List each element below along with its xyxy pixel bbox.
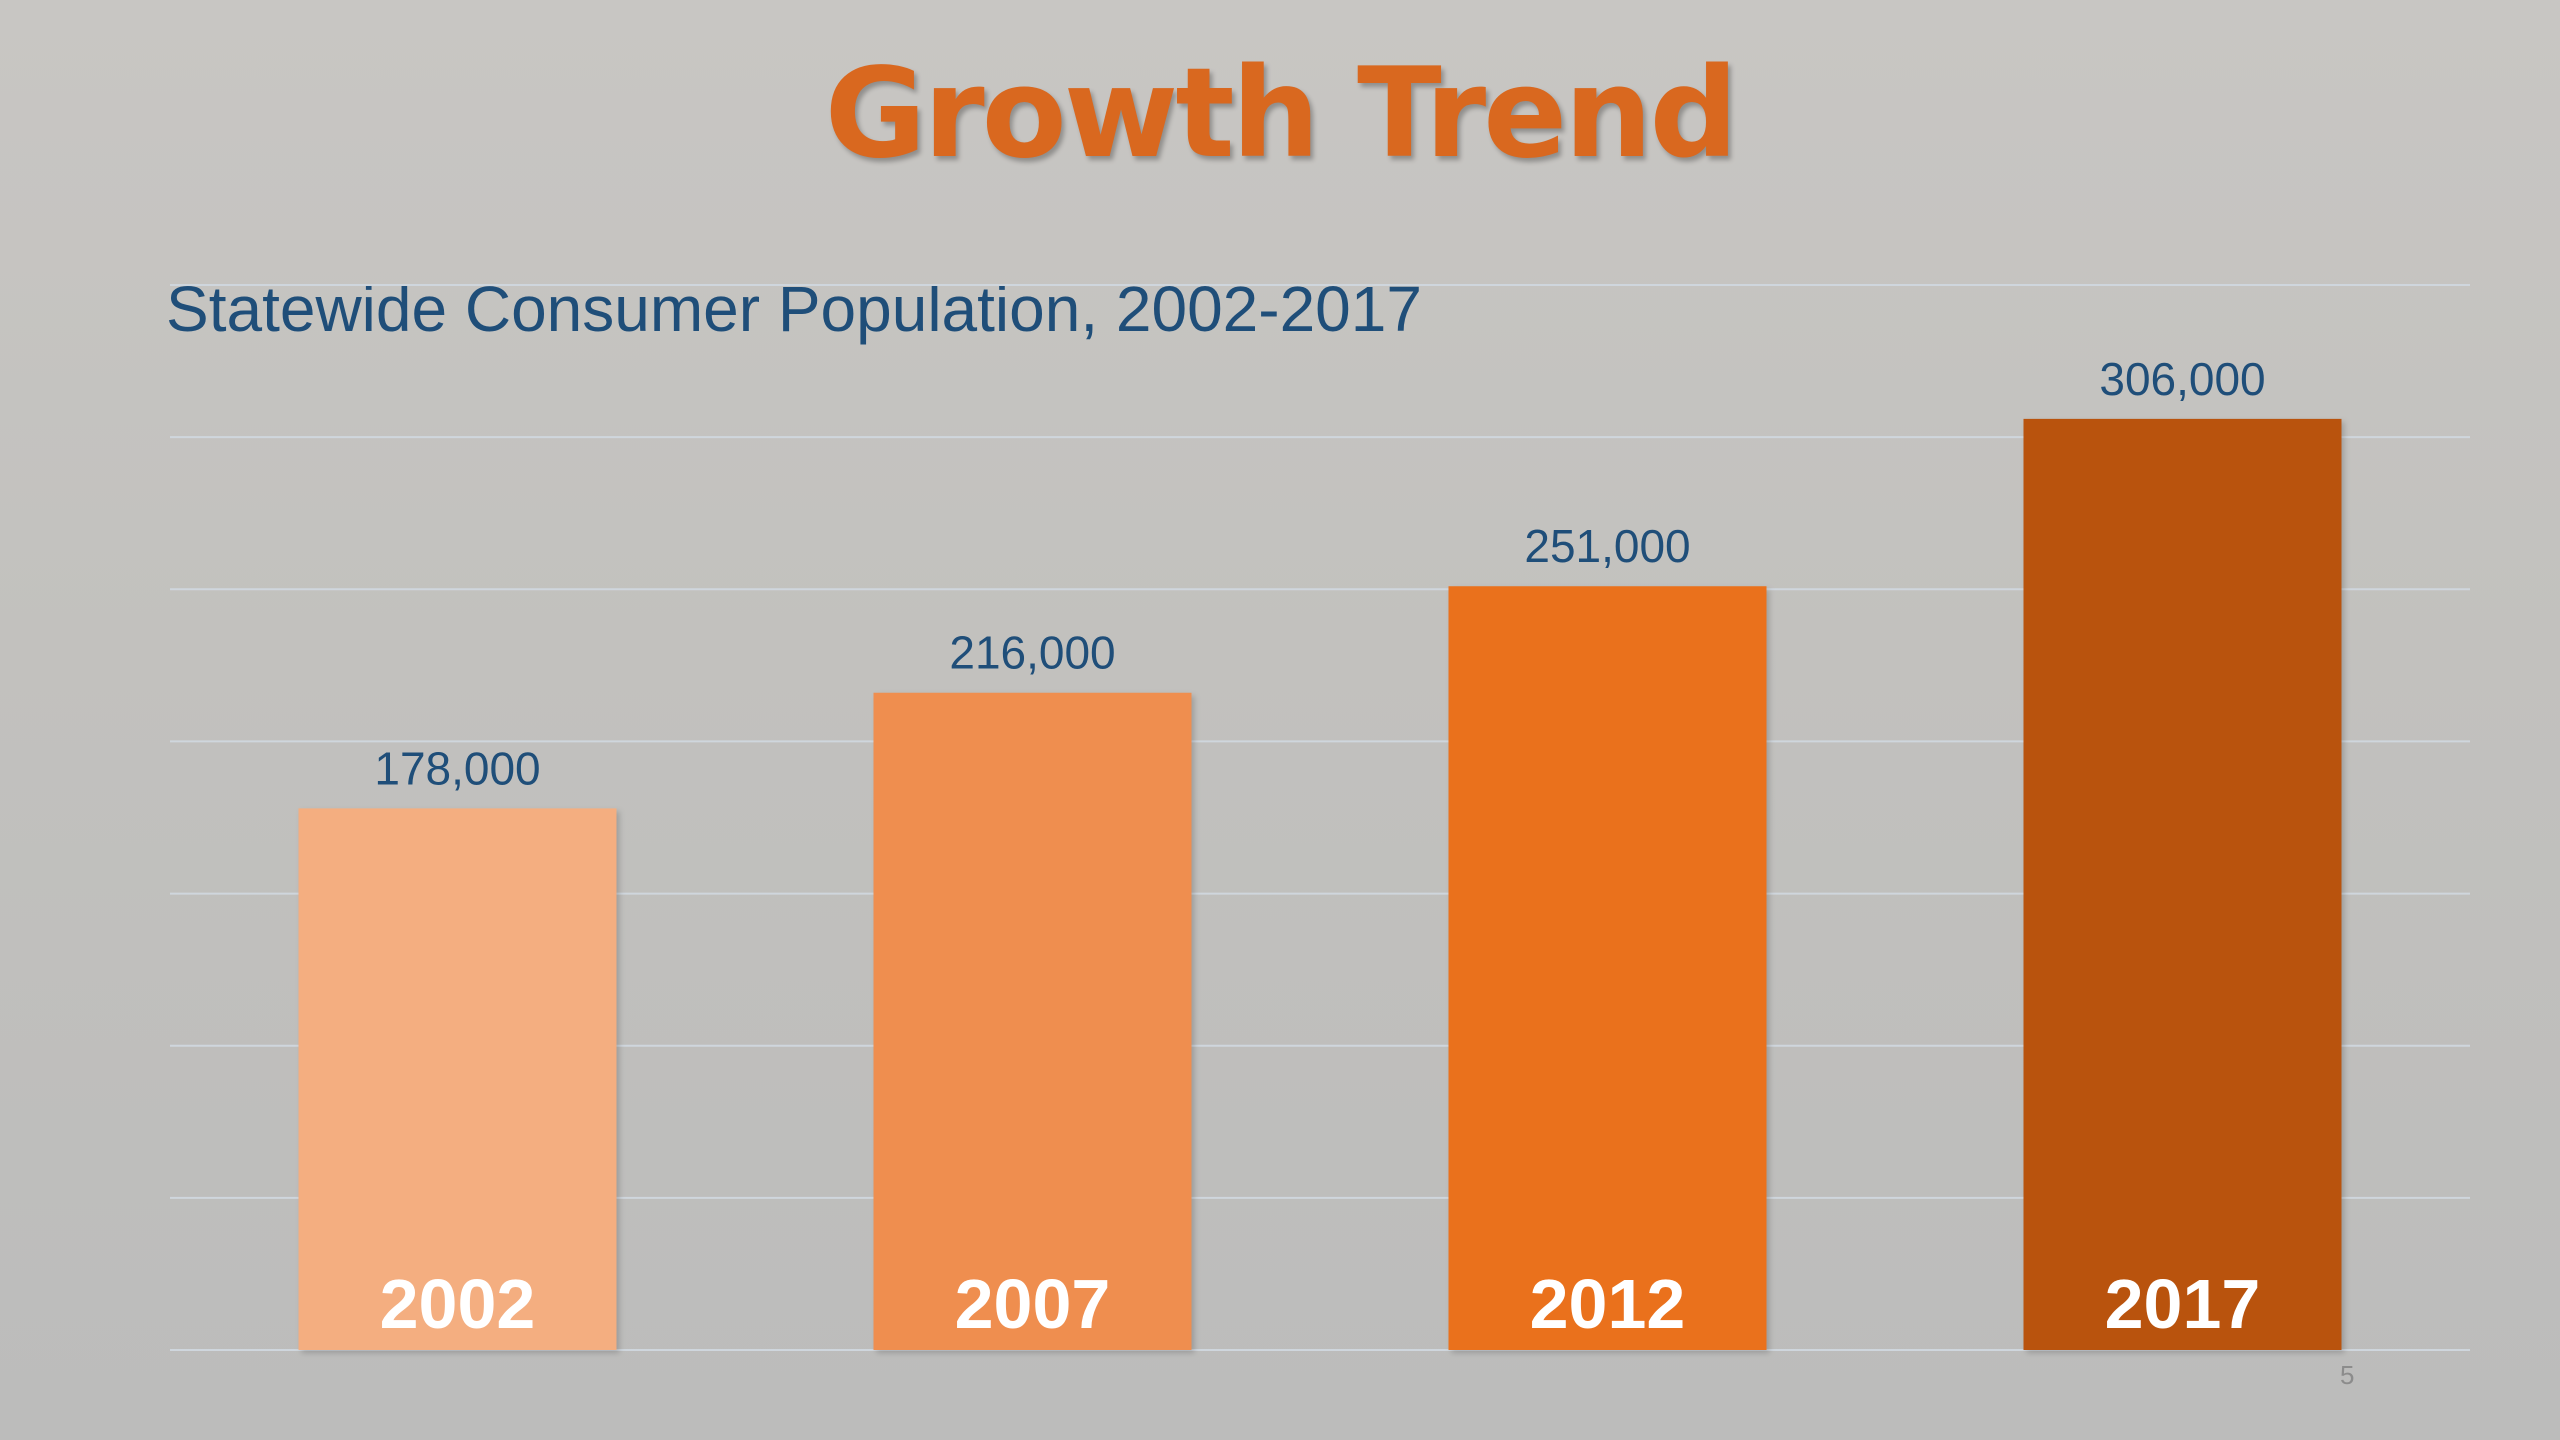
bars — [298, 418, 2342, 1350]
category-label-2017: 2017 — [2105, 1265, 2261, 1343]
value-label-2007: 216,000 — [949, 627, 1115, 679]
value-label-2002: 178,000 — [374, 742, 540, 794]
category-label-2002: 2002 — [380, 1265, 536, 1343]
bar-2007 — [873, 692, 1192, 1350]
slide-number: 5 — [2340, 1360, 2355, 1390]
category-label-2012: 2012 — [1530, 1265, 1686, 1343]
category-label-2007: 2007 — [955, 1265, 1111, 1343]
value-label-2017: 306,000 — [2099, 353, 2265, 405]
value-label-2012: 251,000 — [1524, 520, 1690, 572]
labels: 178,000 2002 216,000 2007 251,000 2012 306,000… — [374, 353, 2265, 1343]
bar-2002 — [298, 808, 617, 1350]
bar-2017 — [2023, 418, 2342, 1350]
bar-2012 — [1448, 586, 1767, 1350]
slide-title: Growth Trend — [824, 42, 1739, 186]
